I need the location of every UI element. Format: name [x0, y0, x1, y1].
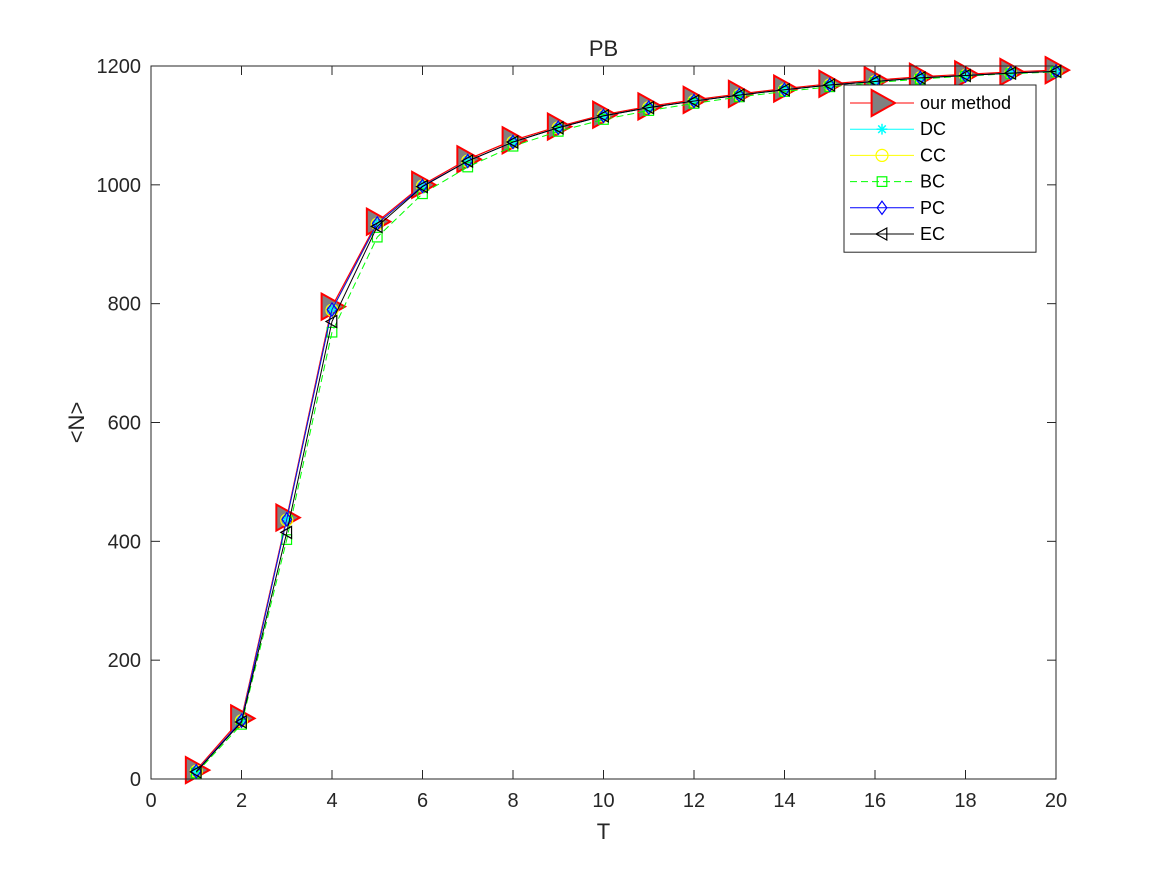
- data-point: [234, 714, 247, 729]
- y-tick-label: 1000: [97, 175, 142, 197]
- series-ec: [189, 64, 1062, 779]
- legend-label: PC: [920, 198, 945, 218]
- x-tick-label: 18: [954, 790, 976, 812]
- x-tick-label: 14: [773, 790, 795, 812]
- data-point: [460, 154, 474, 169]
- x-tick-label: 6: [417, 790, 428, 812]
- x-tick-label: 8: [507, 790, 518, 812]
- chart-title: PB: [589, 36, 618, 61]
- legend-item: DC: [850, 119, 946, 139]
- y-tick-label: 0: [130, 769, 141, 791]
- legend-item: EC: [850, 224, 945, 244]
- legend-label: BC: [920, 172, 945, 192]
- data-point: [279, 525, 293, 540]
- legend-label: our method: [920, 93, 1011, 113]
- x-tick-label: 0: [145, 790, 156, 812]
- legend: our method DC CC BC PC EC: [843, 84, 1037, 253]
- legend-marker: [876, 200, 888, 216]
- data-point: [324, 314, 338, 329]
- y-tick-label: 1200: [97, 56, 142, 78]
- x-tick-label: 12: [683, 790, 705, 812]
- data-point: [867, 74, 881, 89]
- data-point: [822, 77, 836, 93]
- data-point: [596, 108, 609, 123]
- data-point: [416, 178, 429, 194]
- data-point: [1048, 64, 1062, 79]
- series-line: [195, 71, 1057, 774]
- legend-item: PC: [850, 198, 945, 218]
- legend-label: CC: [920, 145, 946, 165]
- x-tick-label: 2: [236, 790, 247, 812]
- data-point: [235, 713, 248, 729]
- legend-item: our method: [850, 88, 1011, 118]
- data-point: [641, 100, 655, 115]
- legend-label: EC: [920, 224, 945, 244]
- data-point: [505, 135, 519, 150]
- data-point: [189, 764, 202, 779]
- data-point: [370, 219, 383, 234]
- x-tick-label: 16: [864, 790, 886, 812]
- y-tick-label: 400: [108, 531, 141, 553]
- data-point: [551, 120, 564, 135]
- y-axis-title: <N>: [64, 402, 89, 444]
- x-tick-label: 20: [1045, 790, 1067, 812]
- legend-marker: [876, 176, 888, 188]
- data-point: [1003, 66, 1017, 81]
- data-point: [777, 82, 790, 97]
- data-point: [913, 70, 926, 85]
- legend-marker: [874, 226, 888, 242]
- data-point: [732, 88, 745, 103]
- x-axis-title: T: [597, 819, 610, 844]
- legend-item: CC: [850, 145, 946, 165]
- series-line: [195, 70, 1057, 773]
- legend-marker: [876, 123, 888, 135]
- data-point: [686, 94, 700, 109]
- y-tick-label: 800: [108, 294, 141, 316]
- x-tick-label: 4: [326, 790, 337, 812]
- data-point: [958, 68, 971, 83]
- legend-marker: [875, 148, 889, 162]
- legend-label: DC: [920, 119, 946, 139]
- y-tick-label: 200: [108, 650, 141, 672]
- y-tick-label: 600: [108, 413, 141, 435]
- data-point: [417, 188, 428, 200]
- legend-item: BC: [850, 172, 945, 192]
- x-tick-label: 10: [592, 790, 614, 812]
- data-point: [415, 179, 428, 194]
- legend-marker: [870, 88, 898, 118]
- data-point: [326, 301, 338, 318]
